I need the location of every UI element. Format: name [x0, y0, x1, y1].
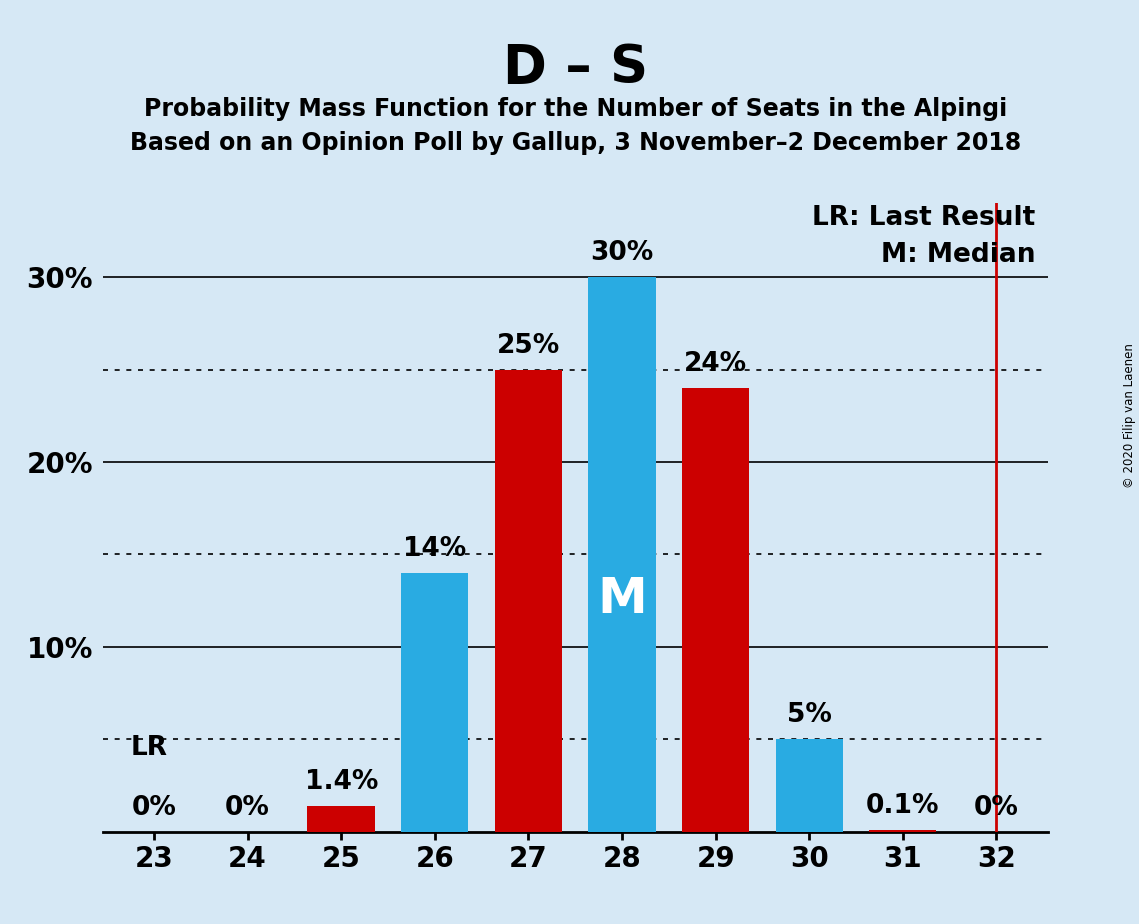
Text: 0%: 0% — [131, 795, 177, 821]
Text: 30%: 30% — [590, 240, 654, 266]
Text: D – S: D – S — [502, 42, 648, 93]
Text: M: M — [597, 575, 647, 623]
Bar — [494, 370, 562, 832]
Text: LR: LR — [131, 736, 167, 761]
Text: 5%: 5% — [787, 702, 831, 728]
Bar — [682, 388, 749, 832]
Text: 0%: 0% — [974, 795, 1019, 821]
Bar — [776, 739, 843, 832]
Text: Based on an Opinion Poll by Gallup, 3 November–2 December 2018: Based on an Opinion Poll by Gallup, 3 No… — [130, 131, 1021, 155]
Bar — [308, 806, 375, 832]
Bar — [401, 573, 468, 832]
Text: LR: Last Result: LR: Last Result — [812, 205, 1035, 231]
Text: 25%: 25% — [497, 333, 560, 359]
Text: 0%: 0% — [226, 795, 270, 821]
Text: © 2020 Filip van Laenen: © 2020 Filip van Laenen — [1123, 344, 1136, 488]
Text: 1.4%: 1.4% — [304, 769, 378, 795]
Bar — [589, 277, 656, 832]
Text: 14%: 14% — [403, 536, 466, 562]
Text: Probability Mass Function for the Number of Seats in the Alpingi: Probability Mass Function for the Number… — [144, 97, 1007, 121]
Text: 0.1%: 0.1% — [866, 793, 940, 819]
Text: 24%: 24% — [685, 351, 747, 377]
Bar — [869, 830, 936, 832]
Text: M: Median: M: Median — [882, 242, 1035, 268]
